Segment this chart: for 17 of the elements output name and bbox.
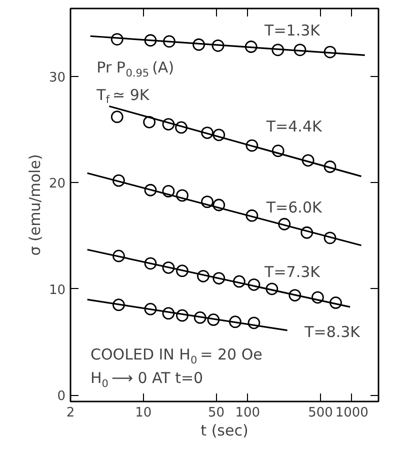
- y-tick-label: 10: [48, 282, 66, 298]
- y-tick-label: 20: [48, 176, 66, 192]
- y-tick-label: 0: [57, 389, 66, 404]
- x-tick-label: 2: [66, 406, 75, 420]
- y-axis-title: σ (emu/mole): [26, 154, 44, 256]
- annotation: T=6.0K: [265, 198, 323, 216]
- y-tick-label: 30: [48, 70, 66, 86]
- x-tick-label: 50: [208, 406, 225, 420]
- annotation: T=8.3K: [304, 322, 362, 341]
- annotation: T=4.4K: [265, 117, 323, 136]
- x-tick-label: 500: [308, 406, 333, 420]
- x-tick-label: 10: [135, 406, 152, 420]
- x-tick-label: 1000: [335, 406, 368, 420]
- annotation: T=1.3K: [264, 22, 322, 40]
- x-tick-label: 100: [235, 406, 260, 420]
- annotation: T=7.3K: [264, 262, 322, 281]
- x-axis-title: t (sec): [200, 422, 248, 440]
